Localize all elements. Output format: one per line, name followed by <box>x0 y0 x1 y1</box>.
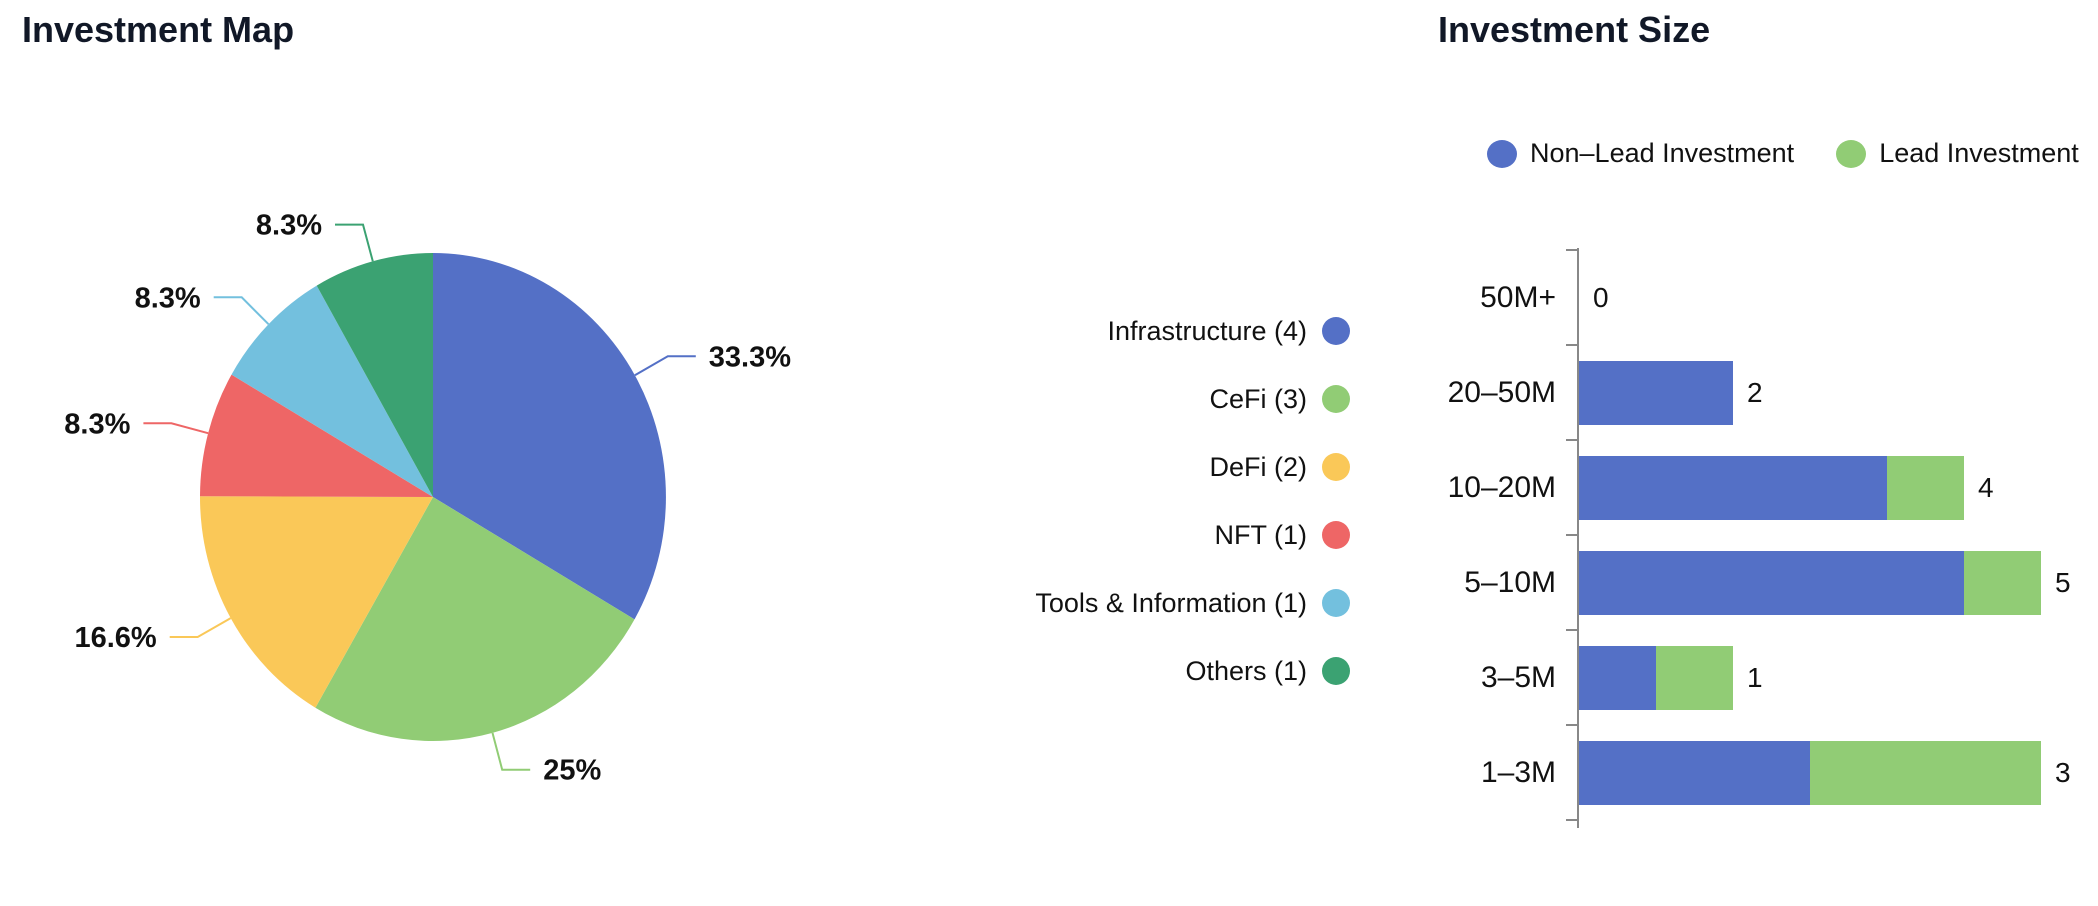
bar-category-label-5-10m: 5–10M <box>1464 565 1556 599</box>
pie-legend-dot-icon <box>1322 453 1350 481</box>
bar-segment-lead-investment-10-20m[interactable] <box>1887 455 1964 520</box>
pie-legend-label: DeFi (2) <box>1209 451 1307 482</box>
pie-legend-label: Others (1) <box>1185 655 1307 686</box>
bar-axis-tick <box>1566 629 1577 631</box>
pie-legend-item-nft[interactable]: NFT (1) <box>930 501 1350 569</box>
pie-label-line-tools-and-information <box>213 296 270 325</box>
pie-slice-nft[interactable] <box>200 374 433 497</box>
bar-segment-lead-investment-1-3m[interactable] <box>1810 740 2041 805</box>
bar-legend-dot-icon <box>1487 139 1517 168</box>
pie-legend-dot-icon <box>1322 657 1350 685</box>
pie-label-line-infrastructure <box>634 355 696 377</box>
pie-percent-label-others: 8.3% <box>256 210 322 242</box>
pie-legend-item-cefi[interactable]: CeFi (3) <box>930 365 1350 433</box>
bar-chart-title: Investment Size <box>1438 9 1711 50</box>
pie-slice-tools-and-information[interactable] <box>231 285 434 497</box>
bar-legend: Non–Lead Investment Lead Investment <box>1487 138 2079 169</box>
pie-legend-label: Tools & Information (1) <box>1035 587 1307 618</box>
pie-legend-item-defi[interactable]: DeFi (2) <box>930 433 1350 501</box>
bar-legend-label: Non–Lead Investment <box>1530 138 1795 168</box>
bar-category-label-50m: 50M+ <box>1480 280 1556 314</box>
pie-percent-label-cefi: 25% <box>543 755 601 787</box>
bar-legend-item-non-lead-investment[interactable]: Non–Lead Investment <box>1487 138 1794 169</box>
pie-legend-label: Infrastructure (4) <box>1107 315 1307 346</box>
bar-axis-tick <box>1566 724 1577 726</box>
bar-category-label-20-50m: 20–50M <box>1447 375 1556 409</box>
bar-legend-item-lead-investment[interactable]: Lead Investment <box>1836 138 2079 169</box>
pie-slice-cefi[interactable] <box>315 497 635 742</box>
bar-segment-lead-investment-3-5m[interactable] <box>1656 645 1733 710</box>
bar-segment-non-lead-investment-20-50m[interactable] <box>1579 360 1733 425</box>
pie-percent-label-nft: 8.3% <box>64 408 130 440</box>
bar-axis-tick <box>1566 534 1577 536</box>
bar-axis-tick <box>1566 819 1577 821</box>
bar-value-label-1-3m: 3 <box>2055 756 2071 788</box>
pie-label-line-nft <box>143 422 209 435</box>
bar-chart-y-axis-line <box>1577 248 1579 828</box>
pie-slice-defi[interactable] <box>199 496 433 708</box>
bar-value-label-3-5m: 1 <box>1747 661 1763 693</box>
pie-percent-label-defi: 16.6% <box>74 622 156 654</box>
bar-axis-tick <box>1566 344 1577 346</box>
bar-segment-non-lead-investment-1-3m[interactable] <box>1579 740 1810 805</box>
pie-legend-item-infrastructure[interactable]: Infrastructure (4) <box>930 297 1350 365</box>
pie-legend-dot-icon <box>1322 317 1350 345</box>
bar-axis-tick <box>1566 439 1577 441</box>
pie-legend-dot-icon <box>1322 385 1350 413</box>
pie-legend-label: CeFi (3) <box>1209 383 1307 414</box>
bar-value-label-20-50m: 2 <box>1747 376 1763 408</box>
pie-label-line-others <box>335 223 374 262</box>
pie-slice-others[interactable] <box>316 253 433 497</box>
bar-segment-non-lead-investment-10-20m[interactable] <box>1579 455 1887 520</box>
pie-legend-dot-icon <box>1322 589 1350 617</box>
bar-segment-non-lead-investment-3-5m[interactable] <box>1579 645 1656 710</box>
pie-legend-label: NFT (1) <box>1214 519 1308 550</box>
pie-slice-infrastructure[interactable] <box>433 253 666 620</box>
pie-legend-item-others[interactable]: Others (1) <box>930 637 1350 705</box>
bar-value-label-10-20m: 4 <box>1978 471 1994 503</box>
bar-category-label-3-5m: 3–5M <box>1480 660 1556 694</box>
bar-legend-dot-icon <box>1836 139 1867 168</box>
bar-category-label-1-3m: 1–3M <box>1480 755 1556 789</box>
pie-legend-item-tools-and-information[interactable]: Tools & Information (1) <box>930 569 1350 637</box>
bar-value-label-5-10m: 5 <box>2055 566 2071 598</box>
pie-percent-label-tools-and-information: 8.3% <box>135 282 201 314</box>
pie-legend: Infrastructure (4) CeFi (3) DeFi (2) NFT (1… <box>930 297 1350 705</box>
bar-segment-non-lead-investment-5-10m[interactable] <box>1579 550 1964 615</box>
pie-label-line-defi <box>169 617 232 638</box>
pie-label-line-cefi <box>491 732 531 771</box>
bar-value-label-50m: 0 <box>1593 281 1609 313</box>
bar-segment-lead-investment-5-10m[interactable] <box>1964 550 2041 615</box>
bar-category-label-10-20m: 10–20M <box>1447 470 1556 504</box>
pie-percent-label-infrastructure: 33.3% <box>709 341 791 373</box>
pie-chart-title: Investment Map <box>22 9 295 50</box>
bar-legend-label: Lead Investment <box>1879 138 2079 168</box>
bar-axis-tick <box>1566 249 1577 251</box>
pie-legend-dot-icon <box>1322 521 1350 549</box>
